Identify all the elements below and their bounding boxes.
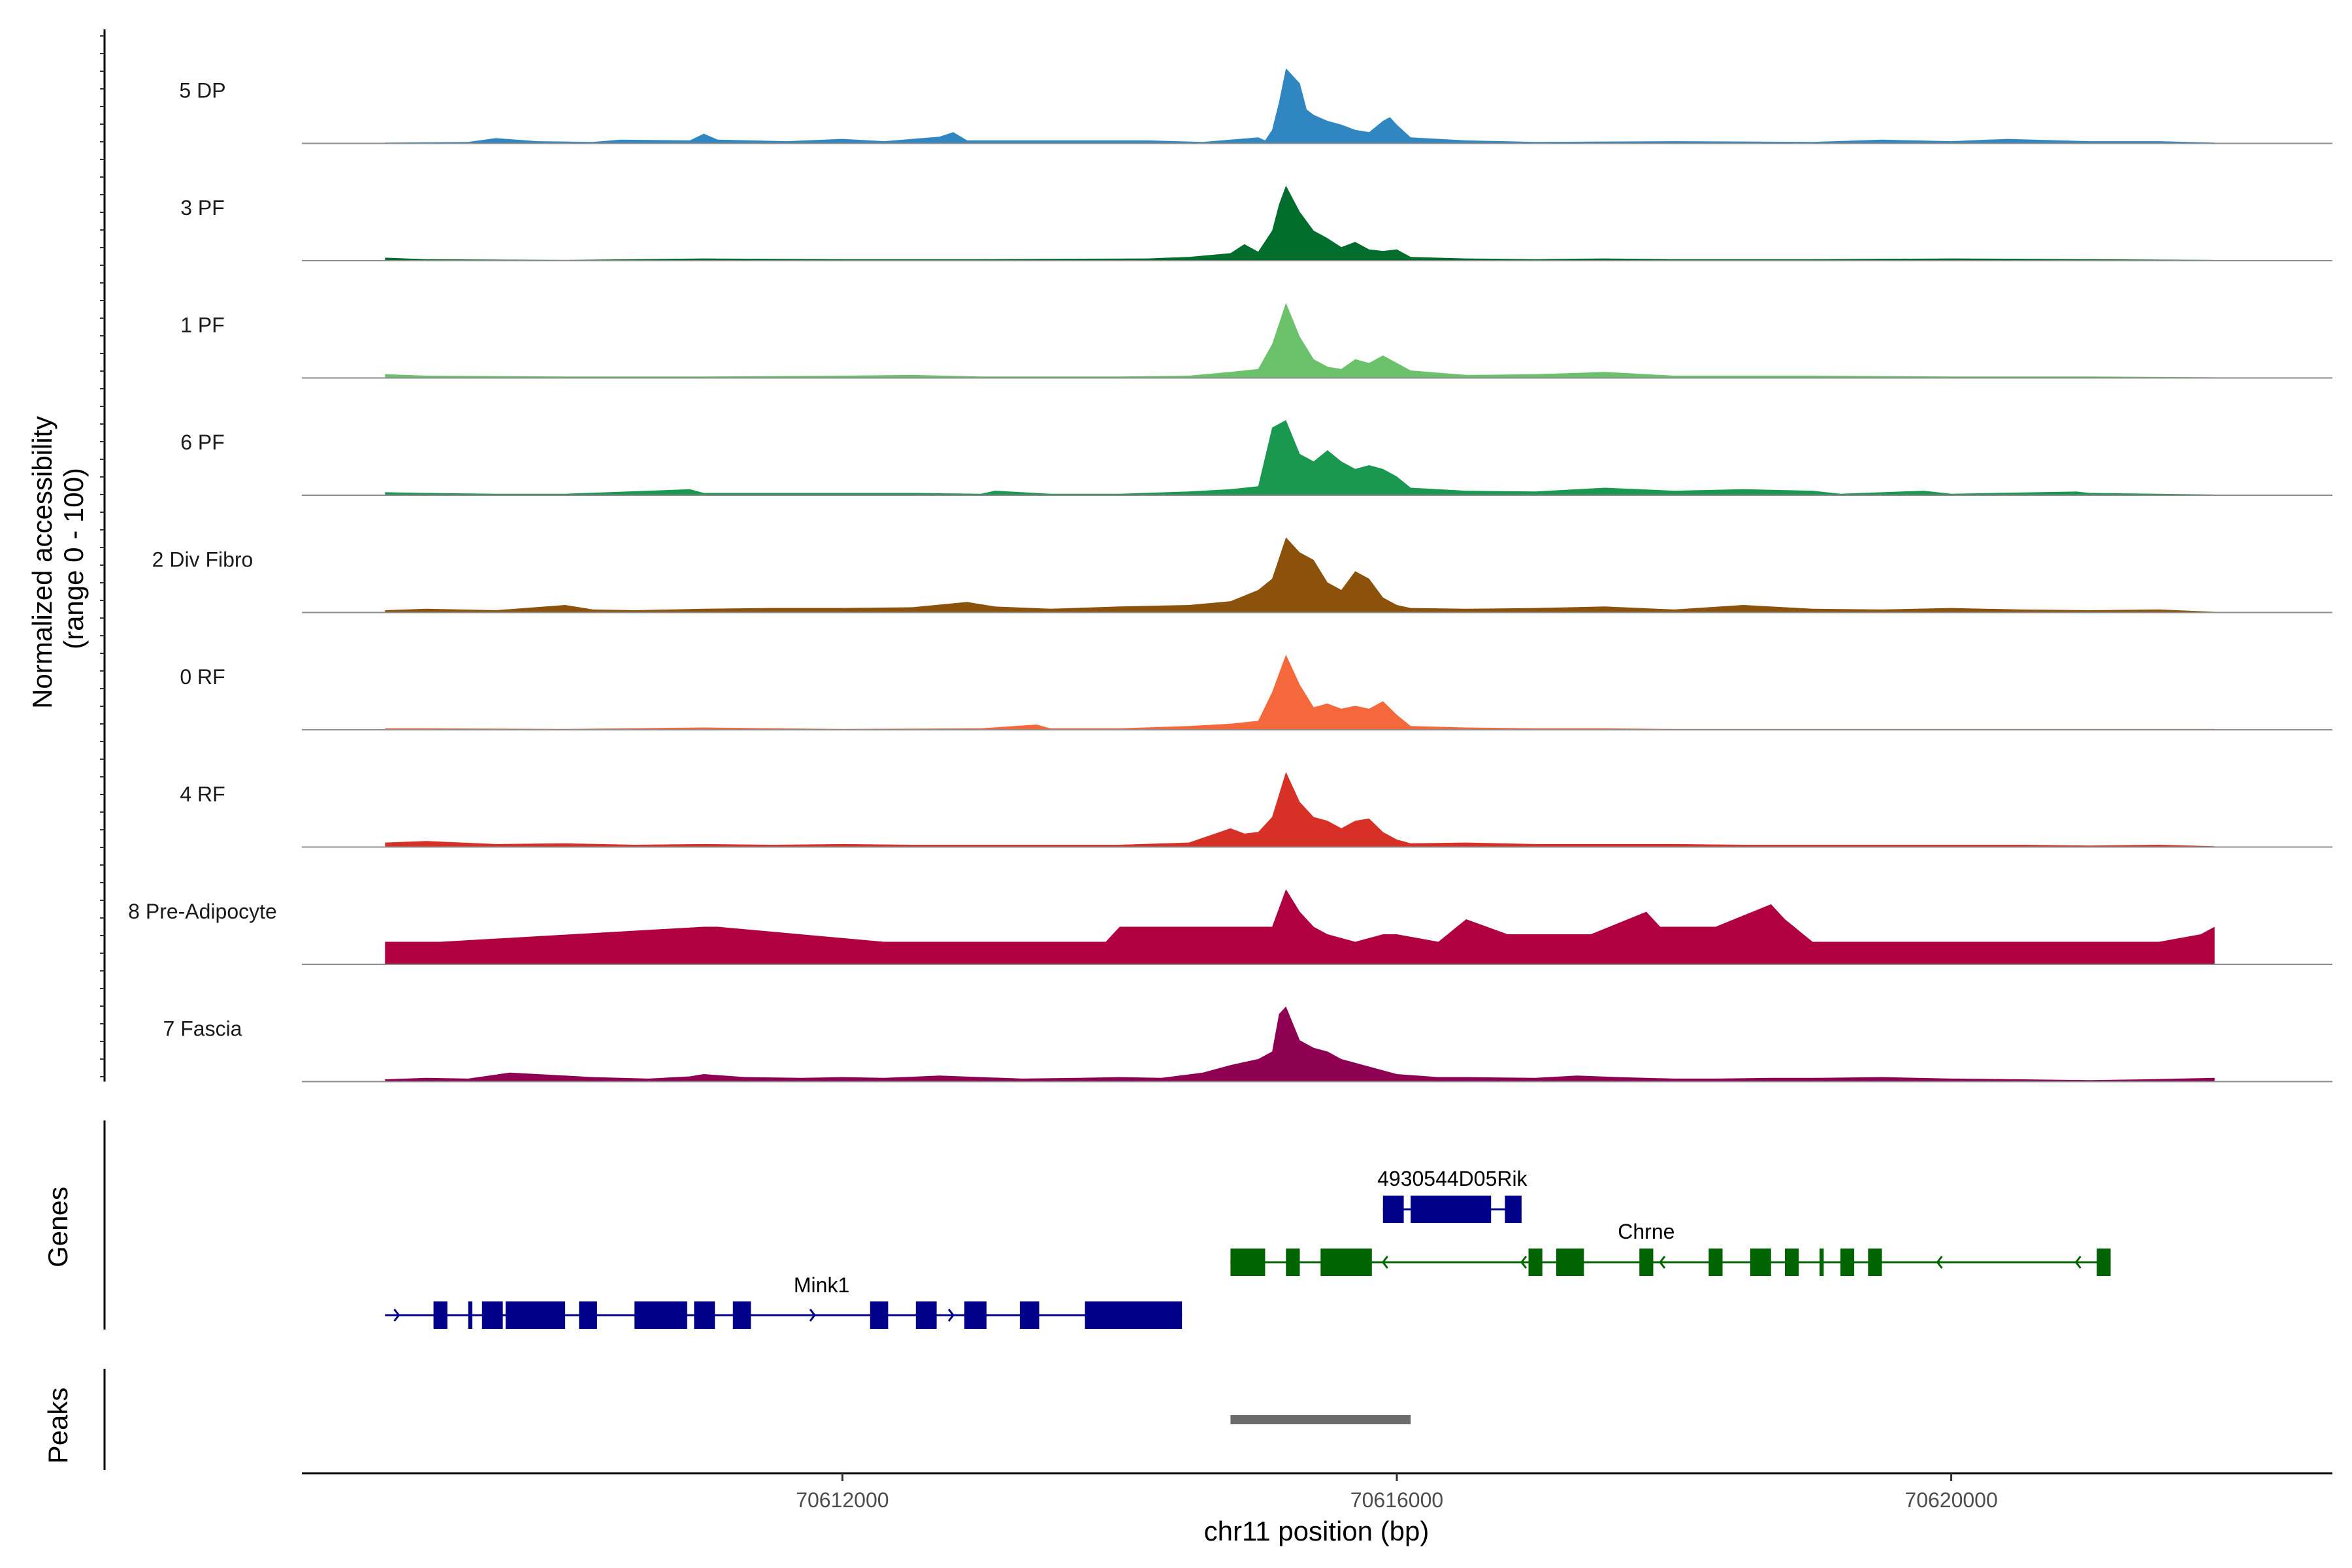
x-axis: 70612000 70616000 70620000 (302, 1472, 2332, 1512)
x-axis-title: chr11 position (bp) (1204, 1516, 1429, 1546)
track-3-pf: 3 PF (180, 186, 2332, 261)
tracks-area: 5 DP 3 PF 1 PF 6 PF 2 Div Fibro 0 RF 4 RF 8 Pre… (128, 68, 2332, 1083)
gene-exon (468, 1301, 472, 1329)
track-label: 6 PF (180, 431, 225, 454)
gene-label: Mink1 (794, 1273, 849, 1297)
coverage-area-3-pf (385, 186, 2215, 261)
coverage-area-5-dp (385, 68, 2215, 144)
gene-exon (1639, 1249, 1654, 1276)
gene-exon (732, 1301, 751, 1329)
track-label: 7 Fascia (163, 1017, 242, 1041)
track-label: 3 PF (180, 196, 225, 220)
gene-exon (1320, 1249, 1372, 1276)
track-2-div-fibro: 2 Div Fibro (152, 537, 2332, 613)
gene-label: 4930544D05Rik (1377, 1167, 1528, 1190)
gene-exon (915, 1301, 937, 1329)
gene-exon (433, 1301, 448, 1329)
left-axis-coverage (100, 29, 106, 1082)
x-tick-label: 70612000 (796, 1488, 889, 1512)
coverage-area-7-fascia (385, 1006, 2215, 1082)
strand-arrow (1936, 1256, 1943, 1269)
peaks-panel-title: Peaks (42, 1388, 73, 1464)
track-label: 4 RF (180, 783, 225, 806)
track-4-rf: 4 RF (180, 772, 2332, 848)
gene-exon (1820, 1249, 1824, 1276)
gene-exon (482, 1301, 503, 1329)
gene-exon (505, 1301, 566, 1329)
gene-chrne: Chrne (1230, 1220, 2111, 1276)
genes-panel: Mink1 Chrne 4930544D05Rik (103, 1120, 2111, 1330)
coverage-area-8-pre-adipocyte (385, 889, 2215, 964)
coverage-area-2-div-fibro (385, 537, 2215, 613)
peak-bar (1230, 1415, 1411, 1424)
gene-mink1: Mink1 (385, 1273, 1183, 1329)
strand-arrow (809, 1309, 816, 1322)
track-6-pf: 6 PF (180, 420, 2332, 496)
y-axis-title-line2: (range 0 - 100) (58, 468, 89, 649)
y-axis-title: Normalized accessibility (range 0 - 100) (27, 408, 89, 709)
strand-arrow (2074, 1256, 2082, 1269)
gene-exon (1556, 1249, 1584, 1276)
gene-label: Chrne (1618, 1220, 1674, 1243)
track-label: 8 Pre-Adipocyte (128, 900, 277, 923)
strand-arrow (947, 1309, 955, 1322)
strand-arrow (1520, 1256, 1527, 1269)
gene-exon (2097, 1249, 2111, 1276)
track-label: 1 PF (180, 314, 225, 337)
gene-exon (1411, 1196, 1492, 1223)
gene-exon (1230, 1249, 1266, 1276)
track-5-dp: 5 DP (179, 68, 2332, 144)
gene-exon (1019, 1301, 1039, 1329)
gene-exon (1840, 1249, 1855, 1276)
genes-panel-title: Genes (42, 1186, 73, 1267)
gene-exon (1708, 1249, 1723, 1276)
track-0-rf: 0 RF (180, 655, 2332, 730)
coverage-area-4-rf (385, 772, 2215, 847)
coverage-area-0-rf (385, 655, 2215, 730)
track-label: 5 DP (179, 79, 225, 103)
gene-exon (964, 1301, 987, 1329)
gene-exon (1085, 1301, 1183, 1329)
x-tick-label: 70620000 (1904, 1488, 1997, 1512)
gene-exon (1528, 1249, 1543, 1276)
gene-exon (1750, 1249, 1771, 1276)
gene-exon (1785, 1249, 1799, 1276)
gene-exon (579, 1301, 597, 1329)
track-label: 2 Div Fibro (152, 548, 253, 572)
gene-exon (1505, 1196, 1522, 1223)
gene-4930544d05rik: 4930544D05Rik (1377, 1167, 1528, 1223)
peaks-panel (103, 1369, 1411, 1470)
y-axis-title-line1: Normalized accessibility (27, 416, 57, 709)
coverage-area-1-pf (385, 302, 2215, 378)
gene-exon (694, 1301, 715, 1329)
track-8-pre-adipocyte: 8 Pre-Adipocyte (128, 889, 2332, 965)
strand-arrow (1659, 1256, 1666, 1269)
gene-exon (870, 1301, 889, 1329)
gene-exon (1868, 1249, 1882, 1276)
strand-arrow (1381, 1256, 1388, 1269)
x-tick-label: 70616000 (1350, 1488, 1443, 1512)
track-label: 0 RF (180, 665, 225, 689)
strand-arrow (393, 1309, 400, 1322)
gene-exon (1382, 1196, 1404, 1223)
gene-exon (634, 1301, 687, 1329)
track-7-fascia: 7 Fascia (163, 1006, 2332, 1083)
track-1-pf: 1 PF (180, 302, 2332, 379)
coverage-area-6-pf (385, 420, 2215, 495)
gene-exon (1286, 1249, 1300, 1276)
